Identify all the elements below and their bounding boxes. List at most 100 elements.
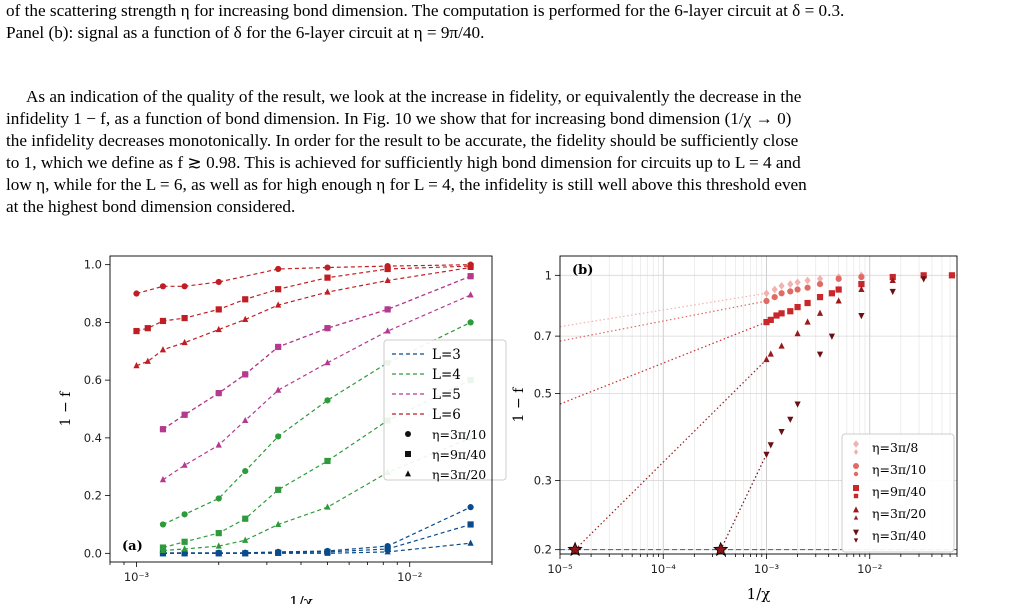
data-point-l6	[384, 276, 391, 284]
data-point-l6	[181, 283, 188, 290]
data-point	[778, 429, 785, 436]
data-point-l5	[384, 306, 391, 313]
extrapolation-line	[574, 359, 767, 551]
panel-a-chart: 10⁻³ 10⁻² 0.0 0.2 0.4 0.6 0.8 1.0 1/χ 1 − f L=3 L=4…	[58, 255, 507, 604]
data-point	[920, 276, 927, 283]
legend-label: η=3π/20	[872, 506, 926, 521]
data-point-l4	[324, 457, 331, 465]
data-point-l6	[324, 264, 331, 271]
data-point-l4	[159, 546, 167, 553]
data-point-l6	[215, 325, 222, 333]
data-point	[816, 294, 824, 301]
data-point	[763, 355, 770, 363]
data-point-l3	[467, 521, 474, 528]
paragraph-line: As an indication of the quality of the r…	[26, 87, 802, 106]
series-line-l4	[162, 321, 471, 526]
legend-label: L=6	[432, 407, 461, 423]
data-point-l5	[384, 327, 391, 334]
data-point	[767, 442, 774, 449]
data-point	[828, 333, 836, 340]
legend-box	[841, 433, 955, 553]
data-point	[767, 350, 774, 357]
data-point-l4	[215, 495, 222, 502]
data-point-l6	[159, 317, 167, 325]
x-tick-label: 10⁻⁴	[651, 562, 677, 576]
data-point-l6	[324, 274, 331, 281]
data-point	[778, 281, 785, 290]
legend-marker-swatch	[853, 515, 859, 520]
extrapolated-star	[713, 541, 729, 557]
extrapolation-line	[559, 300, 767, 342]
data-point	[804, 284, 811, 291]
y-tick-label: 0.4	[84, 431, 102, 445]
data-point-l4	[324, 503, 331, 510]
data-point	[778, 290, 785, 297]
y-tick-label: 0.3	[534, 474, 552, 488]
x-tick-label: 10⁻³	[754, 562, 780, 576]
y-tick-label: 0.2	[84, 489, 102, 503]
data-point-l6	[467, 263, 474, 271]
plot-frame	[109, 255, 493, 563]
data-point	[787, 280, 794, 288]
data-point-l6	[324, 288, 331, 295]
legend-label: η=9π/40	[872, 484, 926, 499]
data-point	[787, 416, 794, 423]
data-point	[804, 318, 811, 325]
data-point	[787, 288, 794, 295]
data-point-l3	[467, 539, 474, 546]
series-line-l3	[163, 542, 471, 554]
y-tick-label: 0.0	[84, 546, 102, 560]
data-point	[835, 275, 842, 282]
data-point	[816, 274, 824, 283]
data-point	[858, 313, 865, 320]
data-point	[763, 451, 770, 458]
legend-label: L=3	[432, 347, 461, 363]
data-point-l3	[324, 549, 331, 556]
paragraph-line: the infidelity decreases monotonically. …	[6, 131, 799, 150]
data-point-l6	[215, 306, 222, 313]
data-point-l6	[181, 338, 188, 346]
panel-label: (b)	[572, 263, 593, 278]
x-tick-label: 10⁻²	[857, 562, 882, 576]
data-point-l4	[275, 433, 282, 440]
data-point-l6	[242, 315, 249, 323]
x-tick-label: 10⁻²	[397, 570, 422, 584]
data-point-l6	[159, 283, 167, 290]
data-point-l5	[242, 371, 249, 378]
data-point	[889, 288, 896, 296]
data-point	[763, 297, 770, 305]
data-point-l5	[181, 411, 188, 418]
data-point	[767, 316, 774, 323]
paragraph-line: to 1, which we define as f ≳ 0.98. This …	[6, 153, 801, 172]
legend-marker-swatch	[853, 449, 859, 455]
paragraph-line: low η, while for the L = 6, as well as f…	[6, 175, 807, 194]
legend-marker-swatch	[853, 538, 859, 543]
series-line-l6	[136, 265, 471, 332]
y-axis-label: 1 − f	[511, 386, 527, 423]
panel-b-chart: 0.2 0.3 0.5 0.7 1 10⁻⁵ 10⁻⁴ 10⁻³ 10⁻² 1/χ 1 − f η=3…	[511, 255, 958, 603]
data-point	[794, 330, 801, 337]
legend-label: L=4	[432, 367, 461, 383]
data-point-l3	[215, 549, 222, 556]
data-point-l4	[242, 536, 249, 543]
legend-marker-swatch	[853, 463, 859, 469]
data-point	[794, 286, 801, 293]
data-point	[835, 297, 842, 304]
x-axis-label: 1/χ	[289, 593, 313, 604]
series-line-l4	[162, 379, 471, 549]
legend-marker-swatch	[405, 470, 411, 477]
x-tick-label: 10⁻³	[124, 570, 150, 584]
data-point-l6	[384, 265, 391, 273]
data-point	[794, 278, 801, 287]
legend-box	[383, 339, 507, 481]
data-point-l3	[275, 549, 282, 556]
x-axis-label: 1/χ	[747, 585, 771, 603]
data-point	[804, 276, 811, 285]
data-point-l5	[215, 390, 222, 397]
data-point-l5	[181, 461, 188, 468]
data-point	[778, 342, 785, 349]
legend-label: η=9π/40	[432, 447, 486, 462]
data-point	[858, 285, 865, 293]
data-point	[858, 280, 865, 288]
legend-label: η=3π/20	[432, 467, 486, 482]
